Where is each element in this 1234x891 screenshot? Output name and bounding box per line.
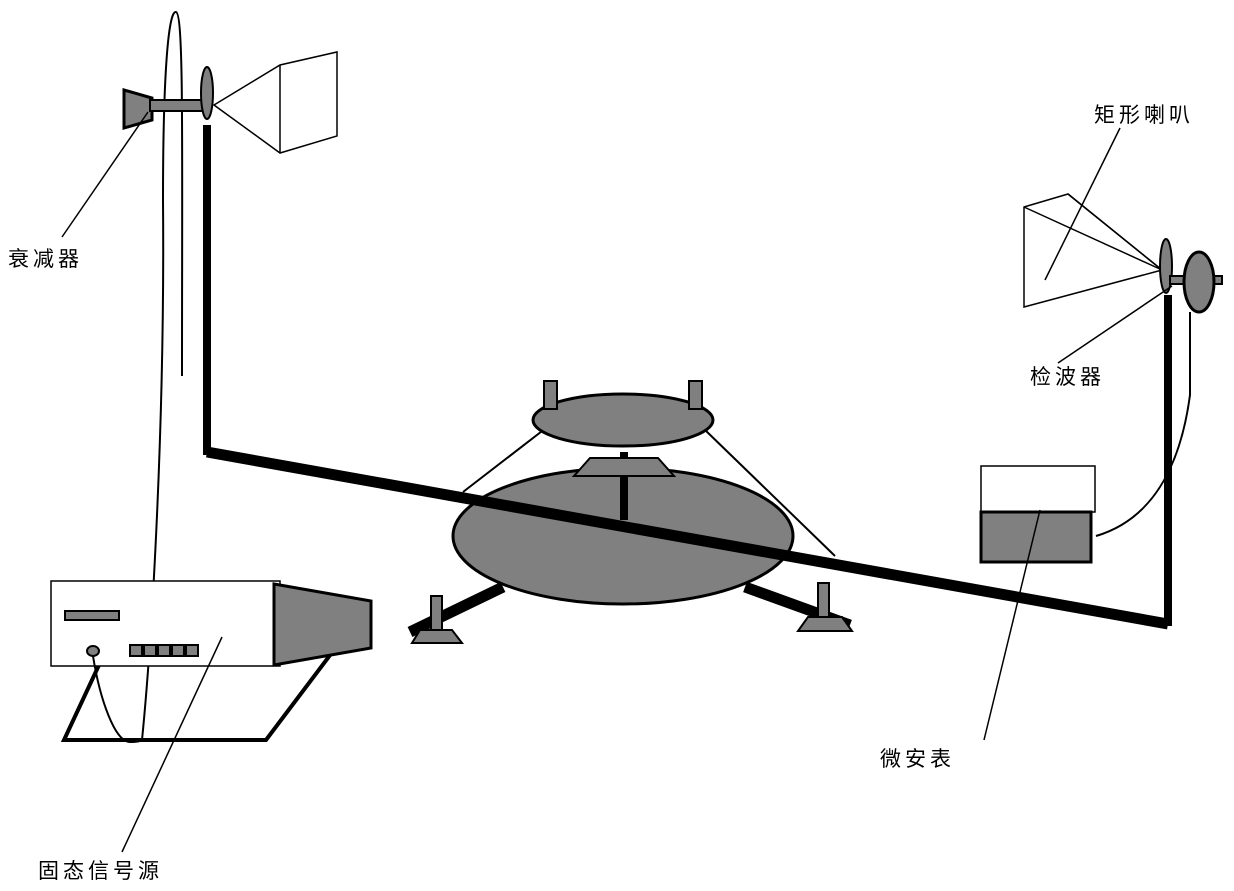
attenuator-icon	[122, 88, 154, 130]
transmit-horn	[212, 51, 338, 154]
attenuator-shaft	[149, 99, 209, 112]
turntable-leg-left	[407, 582, 506, 637]
source-button-3	[157, 644, 171, 657]
leader-rect-horn	[1044, 127, 1121, 281]
center-post-mount	[571, 457, 677, 477]
foot-right-post	[817, 582, 830, 618]
turntable-icon	[407, 380, 854, 644]
transmit-flange	[200, 66, 214, 120]
leader-detector	[1057, 285, 1173, 364]
source-knob	[86, 645, 100, 657]
main-arm	[203, 125, 1172, 630]
source-stand	[60, 624, 354, 742]
leader-attenuator	[61, 111, 149, 238]
foot-left	[410, 629, 465, 644]
foot-left-post	[430, 595, 443, 631]
support-line-left	[462, 427, 547, 493]
source-display	[64, 610, 120, 621]
detector-icon	[1182, 250, 1216, 314]
top-post-left	[543, 380, 558, 410]
rectangular-horn-icon	[1023, 193, 1164, 308]
microammeter-icon	[979, 465, 1096, 564]
source-button-5	[185, 644, 199, 657]
label-detector: 检波器	[1030, 365, 1105, 389]
transmit-horn-assembly	[122, 11, 338, 741]
receive-horn-assembly	[1023, 193, 1223, 537]
leader-microammeter	[983, 509, 1041, 741]
turntable-top	[531, 392, 715, 448]
source-button-4	[171, 644, 185, 657]
source-button-1	[129, 644, 143, 657]
label-attenuator: 衰减器	[8, 247, 83, 271]
source-cable	[92, 655, 143, 744]
cable-loop	[141, 11, 184, 741]
label-signal-source: 固态信号源	[38, 859, 163, 883]
label-rect-horn: 矩形喇叭	[1094, 103, 1194, 127]
support-line-right	[702, 427, 836, 557]
source-horn	[272, 582, 373, 667]
detector-cable	[1095, 312, 1191, 537]
leader-signal-source	[121, 636, 223, 853]
foot-right	[796, 616, 854, 632]
label-microammeter: 微安表	[880, 747, 955, 771]
leader-lines	[61, 111, 1173, 853]
source-button-2	[143, 644, 157, 657]
signal-source-icon	[50, 580, 373, 744]
top-post-right	[688, 380, 703, 410]
